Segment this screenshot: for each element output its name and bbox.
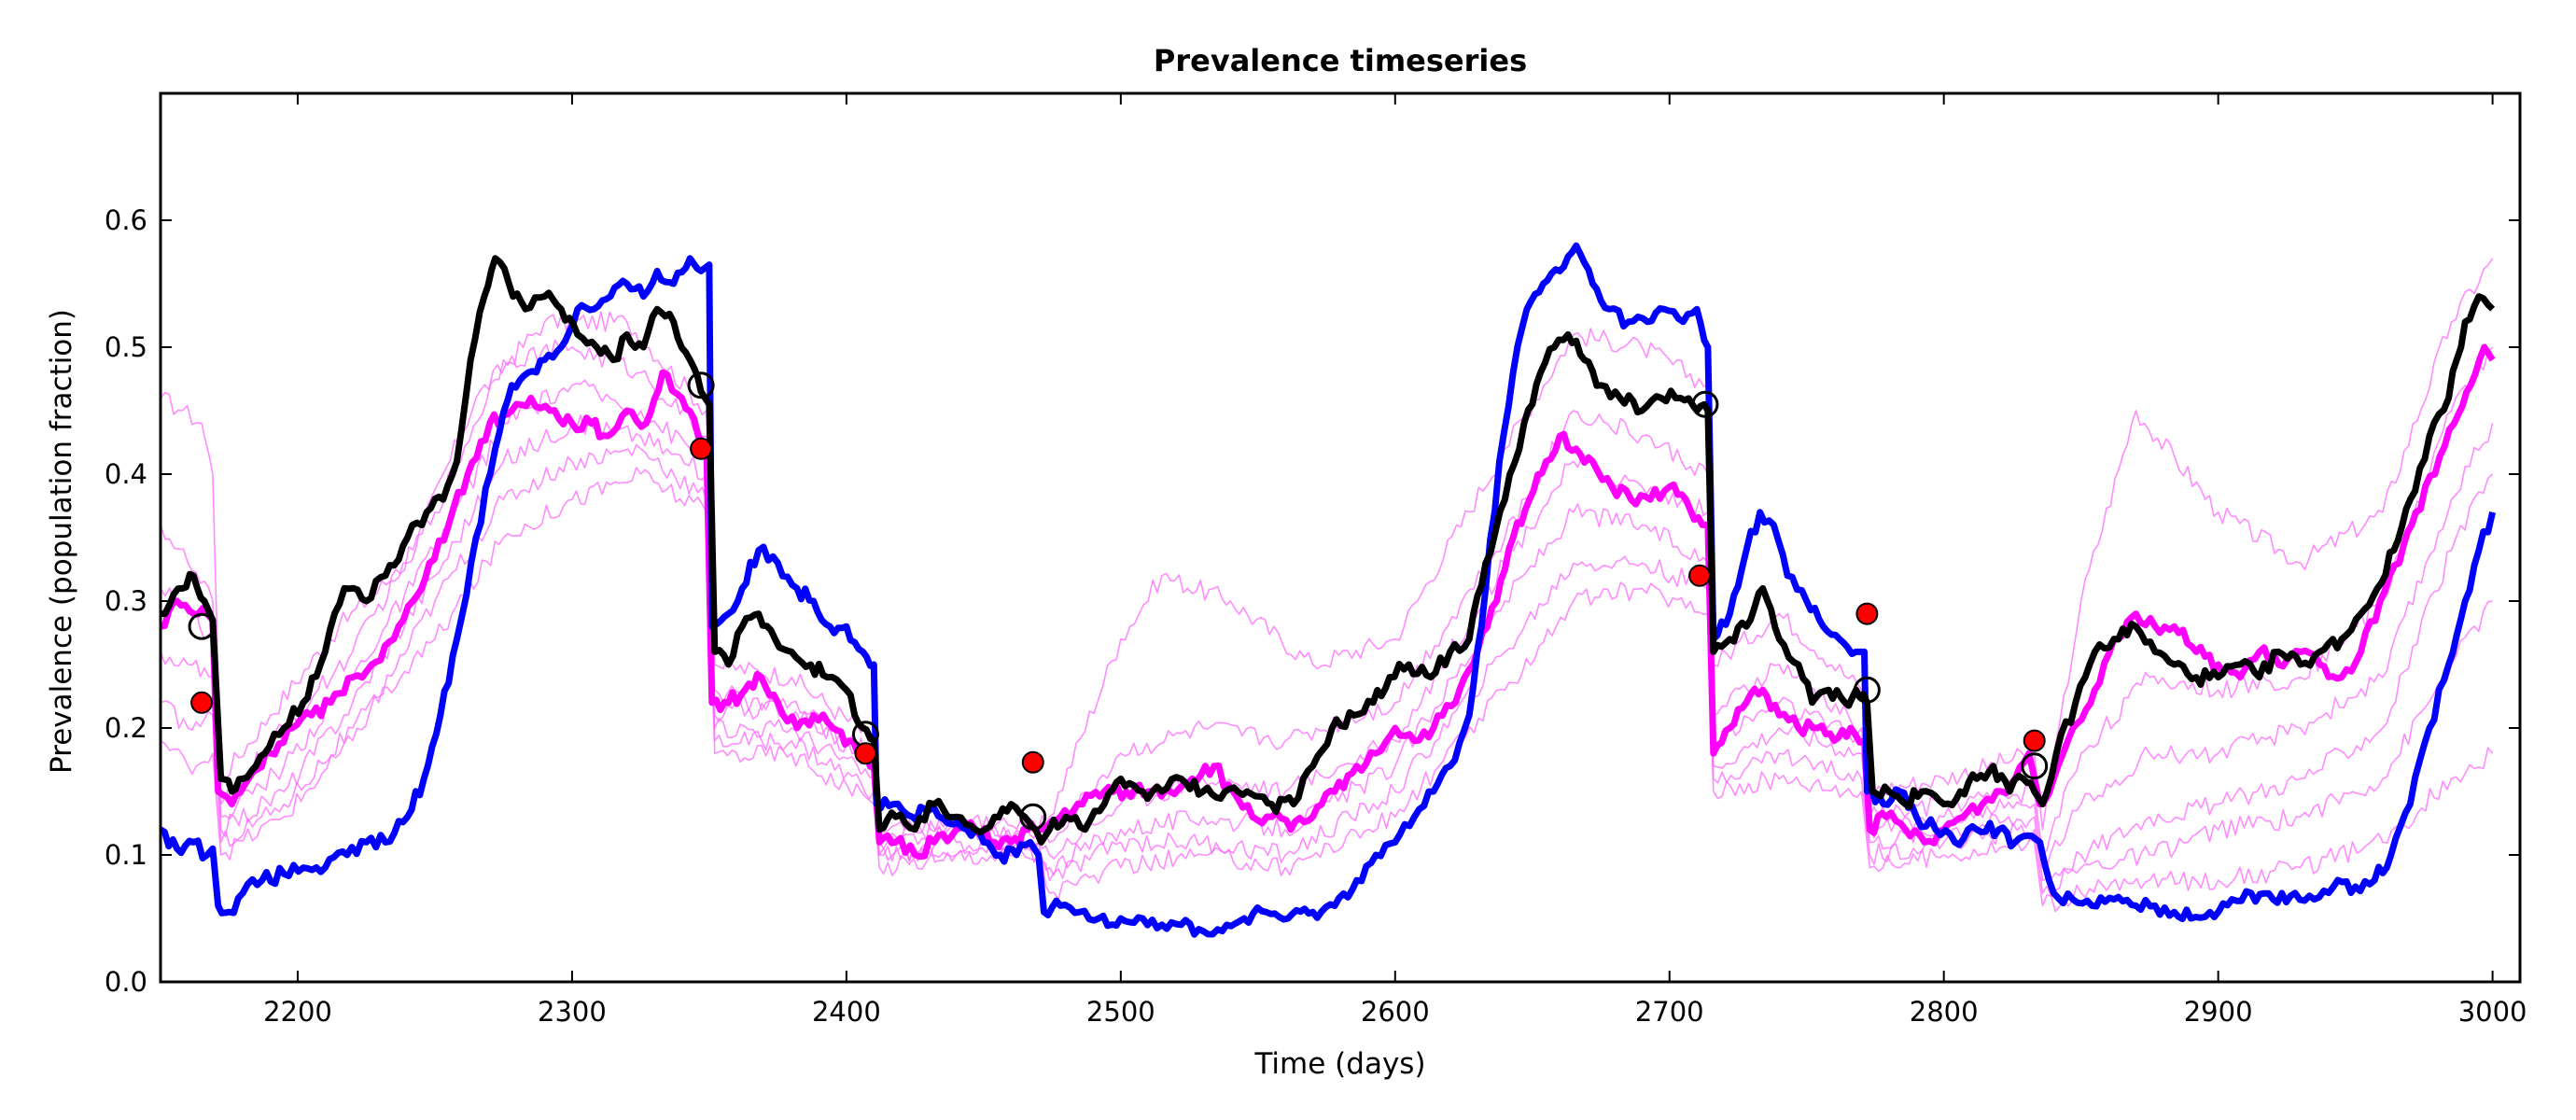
ensemble-line	[161, 379, 2494, 869]
y-tick-label: 0.1	[105, 839, 147, 871]
axis-ticks: 2200 2300 2400 2500 2600 2700 2800 2900 3000 0.0 0…	[105, 93, 2527, 1028]
magenta-series-line	[161, 343, 2496, 861]
y-tick-label: 0.5	[105, 331, 147, 363]
ensemble-line	[161, 467, 2494, 913]
red-point	[190, 691, 214, 714]
open-circle-marker	[687, 371, 715, 399]
chart-title: Prevalence timeseries	[1154, 43, 1527, 78]
red-point	[690, 437, 713, 460]
y-tick-label: 0.0	[105, 966, 147, 998]
y-tick-label: 0.3	[105, 585, 147, 617]
x-tick-label: 2200	[263, 996, 332, 1028]
red-point	[1688, 564, 1712, 587]
x-tick-label: 3000	[2458, 996, 2527, 1028]
open-circle-marker	[1691, 390, 1719, 418]
x-tick-label: 2600	[1361, 996, 1430, 1028]
y-axis-label: Prevalence (population fraction)	[45, 309, 78, 774]
x-tick-label: 2700	[1635, 996, 1704, 1028]
ensemble-lines	[161, 258, 2494, 913]
y-tick-label: 0.6	[105, 204, 147, 236]
ensemble-line	[161, 443, 2493, 898]
series-lines	[161, 242, 2497, 938]
markers	[188, 371, 2049, 831]
open-circle-marker	[1853, 676, 1881, 704]
red-point	[1021, 750, 1044, 774]
red-point	[1855, 602, 1879, 625]
plot-frame	[159, 91, 2522, 984]
ensemble-line	[161, 414, 2494, 881]
x-tick-label: 2500	[1086, 996, 1155, 1028]
x-tick-label: 2800	[1910, 996, 1979, 1028]
open-circle-marker	[2021, 752, 2049, 780]
open-circle-marker	[188, 612, 216, 640]
black-series-line	[161, 255, 2496, 846]
y-tick-label: 0.2	[105, 712, 147, 744]
x-axis-label: Time (days)	[1253, 1047, 1425, 1081]
x-tick-label: 2400	[812, 996, 881, 1028]
y-tick-label: 0.4	[105, 458, 147, 490]
ensemble-line	[161, 258, 2494, 841]
blue-series-line	[161, 242, 2497, 938]
red-point	[854, 742, 877, 765]
open-circle-marker	[1019, 803, 1047, 831]
x-tick-label: 2900	[2184, 996, 2253, 1028]
red-point	[2023, 729, 2046, 752]
x-tick-label: 2300	[538, 996, 607, 1028]
